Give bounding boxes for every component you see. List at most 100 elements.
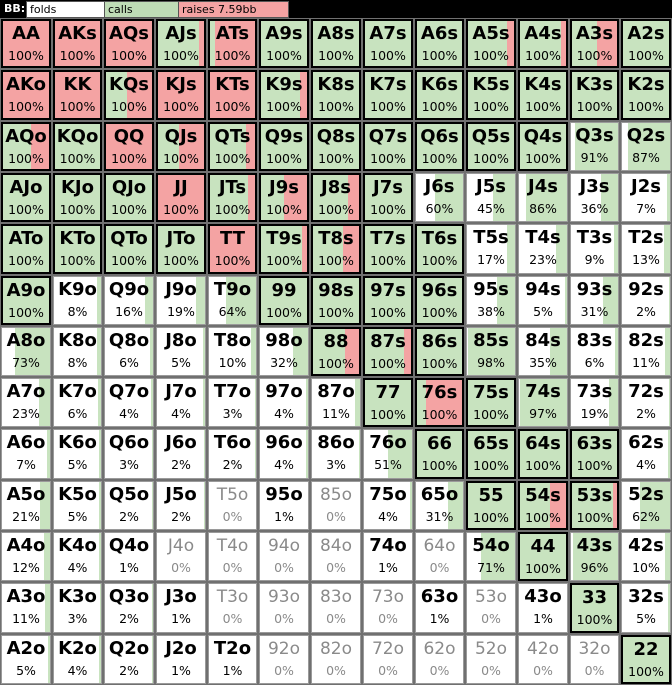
hand-cell[interactable]: 22 100% (621, 635, 671, 684)
hand-cell[interactable]: A2s 100% (621, 19, 671, 68)
hand-cell[interactable]: T8o 10% (208, 327, 257, 376)
hand-cell[interactable]: 84s 35% (518, 327, 568, 376)
hand-cell[interactable]: 65s 100% (466, 429, 516, 479)
hand-cell[interactable]: 92s 2% (621, 276, 671, 325)
hand-cell[interactable]: A5o 21% (1, 481, 51, 530)
hand-cell[interactable]: 87o 11% (311, 378, 361, 427)
hand-cell[interactable]: KJo 100% (53, 173, 102, 222)
hand-cell[interactable]: 52s 62% (621, 481, 671, 530)
hand-cell[interactable]: 63o 1% (415, 583, 464, 633)
hand-cell[interactable]: 82s 11% (621, 327, 671, 376)
hand-cell[interactable]: 72o 0% (363, 635, 413, 684)
hand-cell[interactable]: Q7s 100% (363, 122, 413, 171)
hand-cell[interactable]: K6o 5% (53, 429, 102, 479)
hand-cell[interactable]: 75o 4% (363, 481, 413, 530)
hand-cell[interactable]: 73o 0% (363, 583, 413, 633)
hand-cell[interactable]: T3s 9% (570, 224, 619, 274)
hand-cell[interactable]: 32o 0% (570, 635, 619, 684)
hand-cell[interactable]: 97o 4% (259, 378, 309, 427)
hand-cell[interactable]: T5s 17% (466, 224, 516, 274)
hand-cell[interactable]: AA 100% (1, 19, 51, 68)
hand-cell[interactable]: KJs 100% (156, 70, 206, 120)
hand-cell[interactable]: J6s 60% (415, 173, 464, 222)
hand-cell[interactable]: Q9o 16% (104, 276, 154, 325)
hand-cell[interactable]: A3o 11% (1, 583, 51, 633)
hand-cell[interactable]: K2o 4% (53, 635, 102, 684)
hand-cell[interactable]: K2s 100% (621, 70, 671, 120)
hand-cell[interactable]: Q2o 2% (104, 635, 154, 684)
hand-cell[interactable]: 74s 97% (518, 378, 568, 427)
hand-cell[interactable]: K3s 100% (570, 70, 619, 120)
hand-cell[interactable]: Q8o 6% (104, 327, 154, 376)
hand-cell[interactable]: 94s 5% (518, 276, 568, 325)
hand-cell[interactable]: 75s 100% (466, 378, 516, 427)
hand-cell[interactable]: KQs 100% (104, 70, 154, 120)
hand-cell[interactable]: A8s 100% (311, 19, 361, 68)
hand-cell[interactable]: ATo 100% (1, 224, 51, 274)
hand-cell[interactable]: ATs 100% (208, 19, 257, 68)
hand-cell[interactable]: AJs 100% (156, 19, 206, 68)
hand-cell[interactable]: J9o 19% (156, 276, 206, 325)
hand-cell[interactable]: T2o 1% (208, 635, 257, 684)
hand-cell[interactable]: A4o 12% (1, 532, 51, 581)
hand-cell[interactable]: 94o 0% (259, 532, 309, 581)
hand-cell[interactable]: JTo 100% (156, 224, 206, 274)
hand-cell[interactable]: K9o 8% (53, 276, 102, 325)
hand-cell[interactable]: 96s 100% (415, 276, 464, 325)
hand-cell[interactable]: Q8s 100% (311, 122, 361, 171)
hand-cell[interactable]: 93o 0% (259, 583, 309, 633)
hand-cell[interactable]: A7o 23% (1, 378, 51, 427)
hand-cell[interactable]: 85o 0% (311, 481, 361, 530)
legend-folds[interactable]: folds (60.7%) (26, 1, 107, 31)
hand-cell[interactable]: 95s 38% (466, 276, 516, 325)
hand-cell[interactable]: J6o 2% (156, 429, 206, 479)
hand-cell[interactable]: A7s 100% (363, 19, 413, 68)
hand-cell[interactable]: 76s 100% (415, 378, 464, 427)
hand-cell[interactable]: T7o 3% (208, 378, 257, 427)
hand-cell[interactable]: 62s 4% (621, 429, 671, 479)
hand-cell[interactable]: 62o 0% (415, 635, 464, 684)
hand-cell[interactable]: 86s 100% (415, 327, 464, 376)
legend-raises[interactable]: raises 7.59bb (6.8%) (178, 1, 289, 31)
hand-cell[interactable]: T9o 64% (208, 276, 257, 325)
hand-cell[interactable]: KQo 100% (53, 122, 102, 171)
hand-cell[interactable]: QJo 100% (104, 173, 154, 222)
hand-cell[interactable]: A6s 100% (415, 19, 464, 68)
hand-cell[interactable]: Q9s 100% (259, 122, 309, 171)
hand-cell[interactable]: K7s 100% (363, 70, 413, 120)
hand-cell[interactable]: 63s 100% (570, 429, 619, 479)
hand-cell[interactable]: J7s 100% (363, 173, 413, 222)
hand-cell[interactable]: K5s 100% (466, 70, 516, 120)
hand-cell[interactable]: 42o 0% (518, 635, 568, 684)
hand-cell[interactable]: 73s 19% (570, 378, 619, 427)
hand-cell[interactable]: 83o 0% (311, 583, 361, 633)
hand-cell[interactable]: 98o 32% (259, 327, 309, 376)
hand-cell[interactable]: Q6o 3% (104, 429, 154, 479)
hand-cell[interactable]: J5o 2% (156, 481, 206, 530)
hand-cell[interactable]: A8o 73% (1, 327, 51, 376)
hand-cell[interactable]: A5s 100% (466, 19, 516, 68)
hand-cell[interactable]: AJo 100% (1, 173, 51, 222)
hand-cell[interactable]: 43s 96% (570, 532, 619, 581)
hand-cell[interactable]: 55 100% (466, 481, 516, 530)
hand-cell[interactable]: Q3o 2% (104, 583, 154, 633)
hand-cell[interactable]: T6s 100% (415, 224, 464, 274)
hand-cell[interactable]: KTs 100% (208, 70, 257, 120)
hand-cell[interactable]: 33 100% (570, 583, 619, 633)
hand-cell[interactable]: JTs 100% (208, 173, 257, 222)
hand-cell[interactable]: J4s 86% (518, 173, 568, 222)
hand-cell[interactable]: J8s 100% (311, 173, 361, 222)
hand-cell[interactable]: 76o 51% (363, 429, 413, 479)
hand-cell[interactable]: A6o 7% (1, 429, 51, 479)
hand-cell[interactable]: 82o 0% (311, 635, 361, 684)
hand-cell[interactable]: 98s 100% (311, 276, 361, 325)
hand-cell[interactable]: K6s 100% (415, 70, 464, 120)
hand-cell[interactable]: K7o 6% (53, 378, 102, 427)
hand-cell[interactable]: J2o 1% (156, 635, 206, 684)
hand-cell[interactable]: 84o 0% (311, 532, 361, 581)
hand-cell[interactable]: QTs 100% (208, 122, 257, 171)
hand-cell[interactable]: T4o 0% (208, 532, 257, 581)
hand-cell[interactable]: T3o 0% (208, 583, 257, 633)
hand-cell[interactable]: J2s 7% (621, 173, 671, 222)
hand-cell[interactable]: K8s 100% (311, 70, 361, 120)
